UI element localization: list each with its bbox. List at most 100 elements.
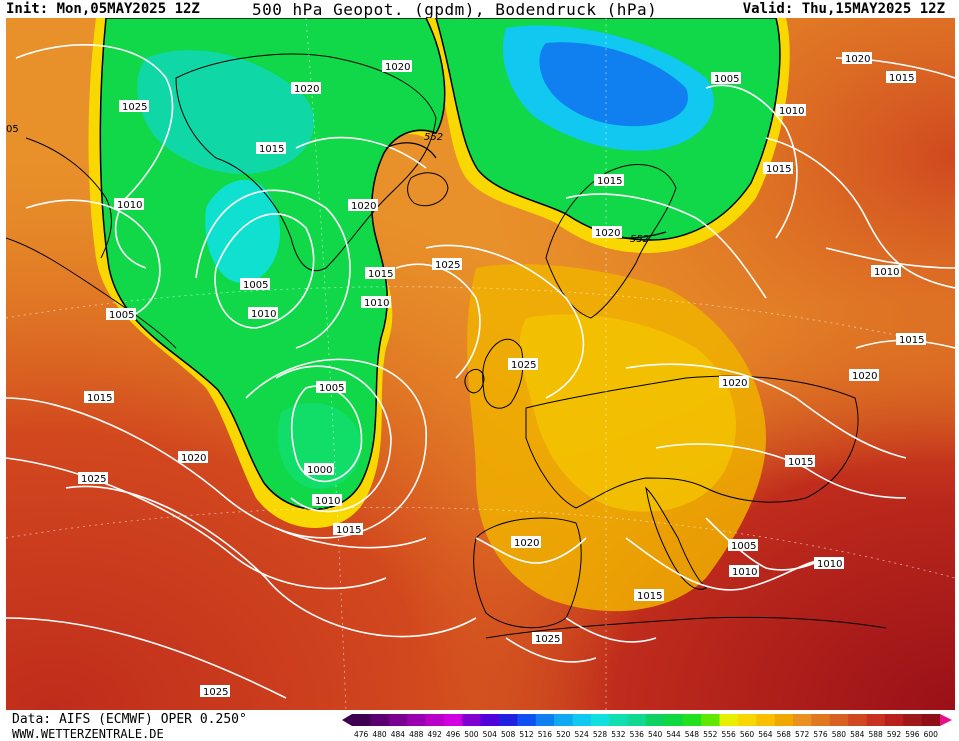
italy-coast xyxy=(645,486,707,590)
isobar-label: 1015 xyxy=(886,71,916,84)
scale-label: 500 xyxy=(464,730,479,739)
svg-text:1020: 1020 xyxy=(294,84,319,95)
svg-text:1020: 1020 xyxy=(181,453,206,464)
svg-text:1010: 1010 xyxy=(732,567,757,578)
isobar-label: 1015 xyxy=(365,267,395,280)
isobar-label: 1000 xyxy=(304,463,334,476)
color-scale-legend: 476 480 484 488 492 496 500 504 508 512 516 520 524 5… xyxy=(342,714,952,739)
svg-text:1000: 1000 xyxy=(307,465,332,476)
scale-label: 584 xyxy=(850,730,865,739)
isobar-label: 1015 xyxy=(896,333,926,346)
svg-text:1010: 1010 xyxy=(874,267,899,278)
init-time: Init: Mon,05MAY2025 12Z xyxy=(6,1,200,17)
scale-box xyxy=(756,714,776,726)
isobar-label: 1005 xyxy=(240,278,270,291)
scale-box xyxy=(664,714,684,726)
british-isles-coast xyxy=(482,338,524,409)
svg-text:1020: 1020 xyxy=(722,378,747,389)
scale-label: 484 xyxy=(391,730,406,739)
scale-arrow-right xyxy=(940,714,952,726)
svg-text:1010: 1010 xyxy=(817,559,842,570)
svg-text:1015: 1015 xyxy=(368,269,393,280)
scale-box xyxy=(793,714,812,726)
scale-box xyxy=(572,714,592,726)
isobar-label: 1020 xyxy=(348,199,378,212)
canada-coast xyxy=(6,237,177,349)
iceland-coast xyxy=(407,172,449,207)
europe-mainland xyxy=(525,375,859,509)
scale-label: 476 xyxy=(354,730,369,739)
svg-text:1015: 1015 xyxy=(899,335,924,346)
isobar-label: 1010 xyxy=(361,296,391,309)
scale-label: 588 xyxy=(869,730,884,739)
isobar-label: 1005 xyxy=(711,72,741,85)
isobar-label: 1010 xyxy=(814,557,844,570)
scandinavia-deep-blue xyxy=(539,42,688,127)
scale-label: 552 xyxy=(703,730,718,739)
scale-label: 596 xyxy=(905,730,920,739)
isobar-label: 1015 xyxy=(333,523,363,536)
scale-box xyxy=(646,714,665,726)
scale-label: 508 xyxy=(501,730,516,739)
scale-arrow-left xyxy=(342,714,352,726)
svg-text:1020: 1020 xyxy=(595,228,620,239)
scale-label: 504 xyxy=(483,730,498,739)
isobar-label: 1005 xyxy=(106,308,136,321)
svg-text:1025: 1025 xyxy=(122,102,147,113)
svg-text:1020: 1020 xyxy=(385,62,410,73)
scale-box xyxy=(352,714,371,726)
svg-text:1020: 1020 xyxy=(351,201,376,212)
svg-text:1005: 1005 xyxy=(243,280,268,291)
scale-box xyxy=(370,714,390,726)
isobar-label: 1015 xyxy=(594,174,624,187)
europe-yellow-inner xyxy=(519,314,736,512)
scale-box xyxy=(921,714,941,726)
map-header: Init: Mon,05MAY2025 12Z 500 hPa Geopot. … xyxy=(0,0,959,19)
svg-text:1015: 1015 xyxy=(788,457,813,468)
weather-map[interactable]: 1025 1020 1020 1015 1010 1005 1010 1005 … xyxy=(6,18,955,710)
scale-label: 540 xyxy=(648,730,663,739)
svg-text:1005: 1005 xyxy=(714,74,739,85)
isobar-label: 1010 xyxy=(776,104,806,117)
svg-text:1010: 1010 xyxy=(779,106,804,117)
isobar-lines xyxy=(6,44,955,699)
isobar-label: 1015 xyxy=(763,162,793,175)
isobar-label: 1020 xyxy=(178,451,208,464)
scale-label: 560 xyxy=(740,730,755,739)
svg-text:552: 552 xyxy=(424,132,443,143)
scale-box xyxy=(462,714,482,726)
scale-box xyxy=(884,714,904,726)
svg-text:1005: 1005 xyxy=(109,310,134,321)
scale-label: 580 xyxy=(832,730,847,739)
isobar-label: 1005 xyxy=(316,381,346,394)
isobar-label: 1010 xyxy=(729,565,759,578)
scale-label: 524 xyxy=(575,730,590,739)
svg-text:1015: 1015 xyxy=(259,144,284,155)
isobar-label: 1015 xyxy=(84,391,114,404)
data-source: Data: AIFS (ECMWF) OPER 0.250° xyxy=(12,712,247,727)
scale-label: 488 xyxy=(409,730,424,739)
svg-text:1010: 1010 xyxy=(364,298,389,309)
isobar-label: 1010 xyxy=(871,265,901,278)
scale-box xyxy=(443,714,463,726)
scale-box xyxy=(499,714,518,726)
scale-box xyxy=(682,714,702,726)
isobar-label: 1020 xyxy=(849,369,879,382)
scale-label: 564 xyxy=(758,730,773,739)
isobar-label: 1025 xyxy=(432,258,462,271)
isobar-label: 1025 xyxy=(200,685,230,698)
scale-label: 572 xyxy=(795,730,810,739)
scale-box xyxy=(829,714,849,726)
scale-label: 532 xyxy=(611,730,626,739)
scale-box xyxy=(774,714,794,726)
scale-box xyxy=(590,714,610,726)
scale-box xyxy=(425,714,445,726)
ireland-coast xyxy=(464,369,485,394)
scale-box xyxy=(903,714,923,726)
coastlines xyxy=(6,53,887,639)
scale-box xyxy=(554,714,573,726)
isobar-label: 1020 xyxy=(842,52,872,65)
isobar-label: 1005 xyxy=(728,539,758,552)
svg-text:1025: 1025 xyxy=(81,474,106,485)
isobar-label: 1020 xyxy=(719,376,749,389)
